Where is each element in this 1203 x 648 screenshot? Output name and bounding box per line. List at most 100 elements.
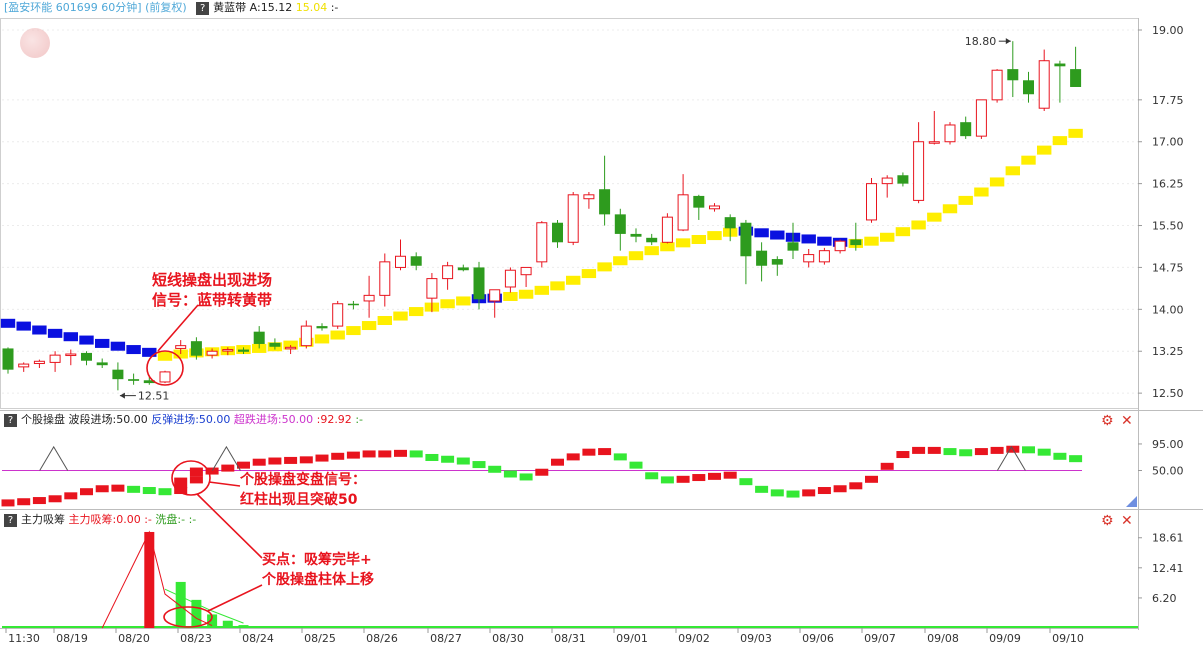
accumulation-bar [238, 625, 249, 628]
candle-body [897, 175, 909, 184]
band-segment [534, 285, 549, 295]
annotation-turn-signal: 个股操盘变盘信号： 红柱出现且突破50 [240, 470, 366, 510]
x-tick-label: 09/03 [740, 632, 772, 645]
oscillator-bar [660, 476, 674, 484]
oscillator-bar [268, 457, 282, 465]
gear-icon[interactable]: ⚙ [1101, 413, 1114, 429]
candle-body [347, 303, 359, 306]
band-segment [518, 289, 534, 299]
logo-icon [20, 28, 50, 58]
candle-body [614, 214, 626, 234]
oscillator-bar [111, 484, 125, 492]
candle-body [410, 256, 422, 266]
candle-body [630, 233, 642, 237]
oscillator-bar [927, 446, 941, 454]
oscillator-bar [802, 489, 816, 497]
candle-body [316, 326, 328, 329]
x-tick-label: 09/06 [802, 632, 834, 645]
oscillator-bar [32, 497, 46, 505]
candle-body [457, 267, 469, 271]
oscillator-bar [64, 492, 78, 500]
candle-body [18, 363, 30, 368]
y-tick-label: 15.50 [1152, 220, 1184, 233]
oscillator-bar [786, 490, 800, 498]
band-segment [1021, 155, 1036, 165]
candle-body [834, 240, 846, 252]
oscillator-bar [739, 478, 753, 486]
band-segment [1005, 166, 1020, 176]
sub2-l4: :- [188, 513, 197, 526]
band-segment [801, 234, 816, 244]
help-icon[interactable]: ? [4, 513, 17, 527]
candle-body [175, 345, 187, 349]
candle-body [143, 380, 155, 384]
y-tick-label: 12.41 [1152, 562, 1184, 575]
x-tick-label: 08/24 [242, 632, 274, 645]
oscillator-bar [896, 451, 910, 459]
candle-body [928, 141, 940, 144]
oscillator-bar [503, 470, 517, 478]
x-tick-label: 08/27 [430, 632, 462, 645]
band-segment [958, 195, 973, 205]
candle-body [850, 239, 862, 246]
oscillator-bar [613, 453, 627, 461]
band-segment [361, 321, 377, 331]
oscillator-bar [865, 475, 878, 483]
candle-body [1070, 69, 1082, 87]
y-tick-label: 16.25 [1152, 178, 1184, 191]
band-segment [440, 299, 455, 309]
x-tick-label: 08/31 [554, 632, 586, 645]
close-icon[interactable]: ✕ [1121, 413, 1133, 429]
band-segment [927, 212, 942, 222]
candle-body [583, 194, 595, 200]
band-segment [566, 275, 581, 285]
adjust-mode[interactable]: (前复权) [145, 1, 187, 14]
band-segment [550, 281, 565, 291]
close-icon[interactable]: ✕ [1121, 513, 1133, 529]
band-segment [110, 341, 126, 351]
oscillator-bar [158, 488, 172, 496]
candle-body [1054, 63, 1066, 67]
annotation-entry-signal: 短线操盘出现进场 信号：蓝带转黄带 [152, 270, 272, 310]
candle-body [49, 354, 61, 363]
band-segment [79, 335, 94, 345]
band-segment [393, 311, 408, 321]
candle-body [159, 371, 171, 383]
oscillator-bar [1, 499, 15, 507]
candle-body [536, 222, 548, 263]
band-segment [142, 347, 157, 357]
candle-body [975, 99, 987, 137]
sub1-name[interactable]: 个股操盘 [21, 413, 65, 426]
candle-body [395, 255, 406, 268]
oscillator-bar [394, 449, 407, 457]
accumulation-bar [175, 581, 186, 628]
gear-icon[interactable]: ⚙ [1101, 513, 1114, 529]
candle-body [1007, 69, 1019, 81]
band-segment [675, 238, 691, 248]
x-tick-label: 08/30 [492, 632, 524, 645]
candle-body [646, 237, 658, 243]
oscillator-signal-bar [189, 467, 203, 477]
accumulation-line [101, 530, 213, 629]
indicator-value-a2: 15.04 [295, 1, 328, 14]
oscillator-bar [48, 495, 62, 503]
candle-body [81, 352, 92, 361]
candle-body [269, 342, 281, 347]
candle-body [96, 362, 108, 366]
x-tick-label: 11:30 [8, 632, 40, 645]
y-tick-label: 50.00 [1152, 465, 1184, 478]
help-icon[interactable]: ? [4, 413, 17, 427]
oscillator-bar [142, 487, 156, 495]
candle-body [190, 341, 202, 356]
oscillator-bar [959, 449, 973, 457]
indicator-name[interactable]: 黄蓝带 [213, 1, 247, 14]
triangle-marker [211, 445, 241, 471]
oscillator-signal-bar [174, 477, 188, 489]
candle-body [944, 124, 956, 143]
sub2-name[interactable]: 主力吸筹 [21, 513, 65, 526]
oscillator-bar [849, 482, 863, 490]
help-icon[interactable]: ? [196, 1, 210, 15]
band-segment [707, 231, 722, 241]
candle-body [222, 349, 234, 352]
